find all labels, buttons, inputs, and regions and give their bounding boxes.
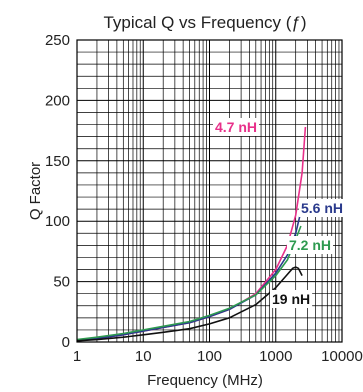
series-label-background — [213, 118, 260, 136]
series-line — [76, 126, 307, 342]
series-label-background — [299, 199, 346, 217]
series-label-background — [270, 290, 313, 308]
chart-title: Typical Q vs Frequency (ƒ) — [103, 13, 306, 32]
y-tick-label: 100 — [45, 213, 70, 230]
y-axis-label: Q Factor — [27, 162, 44, 220]
x-tick-label: 1 — [73, 348, 81, 365]
series-label-background — [287, 236, 334, 254]
plot-frame — [76, 39, 343, 343]
x-tick-label: 10000 — [321, 348, 363, 365]
series-layer — [76, 126, 307, 342]
series-label: 7.2 nH — [289, 237, 331, 253]
series-line — [76, 266, 303, 342]
series-label-layer: 4.7 nH 5.6 nH 7.2 nH 19 nH — [213, 118, 346, 308]
x-tick-labels: 1 10 100 1000 10000 — [73, 348, 363, 365]
y-tick-label: 200 — [45, 92, 70, 109]
y-tick-label: 150 — [45, 153, 70, 170]
series-label: 19 nH — [272, 291, 310, 307]
series-line — [76, 225, 302, 341]
y-tick-label: 250 — [45, 32, 70, 49]
y-tick-labels: 0 50 100 150 200 250 — [45, 32, 70, 351]
y-tick-label: 0 — [62, 334, 70, 351]
x-axis-label: Frequency (MHz) — [147, 372, 263, 389]
series-label: 4.7 nH — [215, 119, 257, 135]
x-tick-label: 100 — [197, 348, 222, 365]
series-label: 5.6 nH — [301, 200, 343, 216]
x-tick-label: 1000 — [259, 348, 292, 365]
x-tick-label: 10 — [135, 348, 152, 365]
y-tick-label: 50 — [53, 274, 70, 291]
